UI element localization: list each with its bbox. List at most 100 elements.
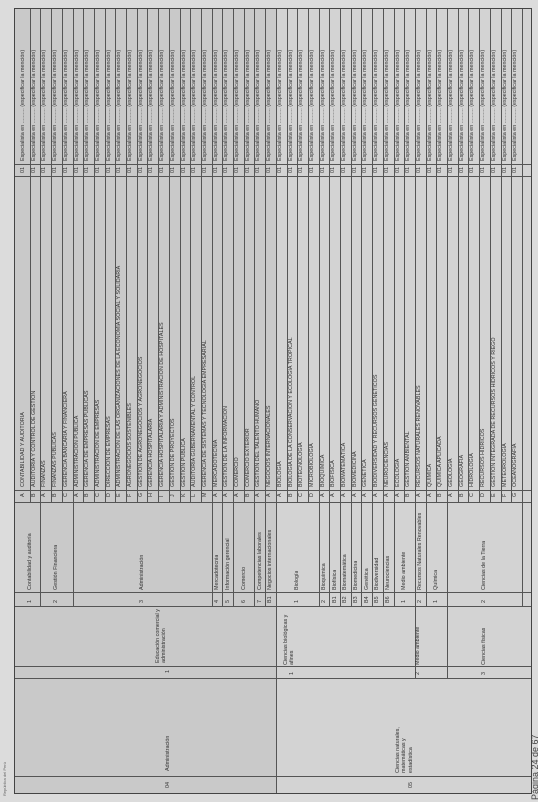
career-name: BIOLOGÍA DE LA CONSERVACIÓN Y ECOLOGÍA T… [287,337,294,487]
area-number: 3 [481,672,487,675]
career-name: AUDITORÍA Y CONTROL DE GESTIÓN [30,390,37,487]
row-divider [425,9,427,503]
specialization: Especialista en .......... (especificar … [362,49,369,161]
career-name: GESTIÓN DE LA INFORMACIÓN [223,406,230,487]
specialization: Especialista en .......... (especificar … [20,49,26,161]
subgroup-name: Mercadotecnia [213,554,220,590]
subgroup-number: B6 [385,596,392,603]
table-row: D DIRECCIÓN DE EMPRESAS 01 Especialista en … [105,9,112,793]
table-row: A GEOLOGÍA 01 Especialista en .......... (e… [447,9,454,793]
column-divider [15,606,532,607]
table-row: A GENÉTICA 01 Especialista en .......... (e… [361,9,368,793]
row-divider [190,9,192,503]
row-divider [329,9,331,503]
table-row: A ADMINISTRACIÓN PÚBLICA 01 Especialista en… [73,9,80,793]
spec-code: 01 [20,167,26,173]
career-name: BIOMEDICINA [351,451,358,487]
table-row: D RECURSOS HÍDRICOS 01 Especialista en ....… [479,9,486,793]
row-divider [83,9,85,503]
spec-code: 01 [330,167,337,173]
table-row: B GESTIÓN AMBIENTAL 01 Especialista en ....… [404,9,411,793]
row-divider [521,9,523,503]
specialization: Especialista en .......... (especificar … [341,49,347,161]
career-name: OCEANOGRAFÍA [512,443,519,487]
career-letter: B [405,493,412,497]
spec-code: 01 [244,167,251,173]
subgroup-name: Gestión Financiera [53,544,60,590]
row-divider [233,9,234,503]
subgroup-name: Biofísica [331,569,338,590]
specialization: Especialista en .......... (especificar … [383,49,390,161]
spec-code: 01 [319,167,326,173]
career-letter: L [191,494,198,497]
spec-code: 01 [351,167,358,173]
career-letter: A [20,493,26,497]
subgroup-name: Comercio [240,566,247,590]
specialization: Especialista en .......... (especificar … [73,49,80,161]
specialization: Especialista en .......... (especificar … [255,49,262,161]
career-letter: C [469,493,476,497]
career-letter: I [159,495,166,498]
spec-code: 01 [234,167,240,173]
career-name: ADMINISTRACIÓN DE LAS ORGANIZACIONES DE … [116,265,123,487]
spec-code: 01 [116,167,123,173]
row-divider [136,9,138,503]
row-divider [361,9,363,503]
row-divider [489,9,491,503]
area-divider [447,9,448,679]
career-name: GERENCIA DE EMPRESAS PÚBLICAS [84,390,91,487]
table-row: B GEOGRAFÍA 01 Especialista en .......... (… [458,9,465,793]
career-letter: A [373,493,380,497]
spec-code: 01 [501,167,508,173]
specialization: Especialista en .......... (especificar … [180,49,187,161]
area-name: Medio ambiente [415,626,421,665]
table-row: A NEGOCIOS INTERNACIONALES 01 Especialista … [265,9,272,793]
spec-code: 01 [362,167,369,173]
spec-code: 01 [373,167,380,173]
career-name: ADMINISTRACIÓN PÚBLICA [73,415,80,487]
career-letter: A [351,493,358,497]
table-row: A GESTIÓN DEL TALENTO HUMANO 01 Especialist… [254,9,261,793]
table-row: E ADMINISTRACIÓN DE LAS ORGANIZACIONES DE… [115,9,122,793]
career-letter: F [127,493,133,497]
specialization: Especialista en .......... (especificar … [62,49,69,161]
subgroup-name: Genética [363,568,370,590]
spec-code: 01 [341,167,347,173]
career-name: GENÉTICA [362,459,369,487]
career-name: GEOGRAFÍA [458,454,465,487]
spec-code: 01 [212,167,219,173]
specialization: Especialista en .......... (especificar … [266,49,273,161]
column-divider [15,176,532,177]
subgroup-number: 2 [320,600,327,603]
specialization: Especialista en .......... (especificar … [41,49,48,161]
row-divider [243,9,245,503]
table-row: C ADMINISTRACIÓN DE EMPRESAS 01 Especialist… [94,9,101,793]
row-divider [126,9,127,503]
table-row: A BIOMEDICINA 01 Especialista en ..........… [351,9,358,793]
spec-code: 01 [512,167,519,173]
row-divider [29,9,31,503]
subgroup-name: Química [433,569,440,590]
spec-code: 01 [94,167,101,173]
row-divider [436,9,438,503]
row-divider [72,9,74,503]
specialization: Especialista en .......... (especificar … [319,49,326,161]
subgroup-number: B5 [374,596,381,603]
career-name: MERCADOTECNIA [212,439,219,487]
row-divider [393,9,395,503]
subgroup-name: Administración [139,554,146,590]
spec-code: 01 [480,167,487,173]
career-name: BIOFÍSICA [330,460,337,487]
table-row: C GERENCIA BANCARIA Y FINANCIERA 01 Especia… [62,9,69,793]
row-divider [511,9,513,503]
subgroup-name: Recursos Naturales Renovables [417,512,424,590]
subgroup-number: B2 [342,596,349,603]
table-row: D MICROBIOLOGÍA 01 Especialista en ........… [308,9,315,793]
career-name: RECURSOS NATURALES RENOVABLES [415,385,422,487]
table-row: B AUDITORÍA Y CONTROL DE GESTIÓN 01 Especia… [30,9,37,793]
specialization: Especialista en .......... (especificar … [373,49,380,161]
career-letter: D [105,493,112,497]
career-name: CONTABILIDAD Y AUDITORÍA [20,412,26,487]
table-row: A RECURSOS NATURALES RENOVABLES 01 Especial… [415,9,422,793]
subgroup-name: Biodiversidad [374,557,381,590]
